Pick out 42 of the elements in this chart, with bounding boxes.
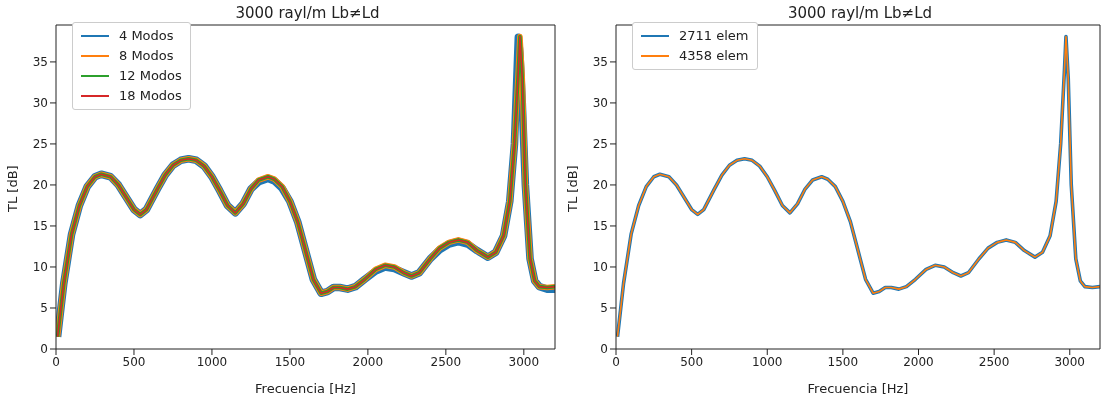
x-tick-label: 2500 (430, 354, 462, 369)
x-tick-label: 3000 (1054, 354, 1086, 369)
legend-label: 18 Modos (119, 87, 182, 105)
y-tick-label: 20 (592, 178, 608, 193)
y-tick-label: 20 (32, 178, 48, 193)
x-tick-label: 2000 (903, 354, 934, 369)
y-tick-label: 35 (32, 55, 48, 70)
legend-label: 8 Modos (119, 47, 174, 65)
x-tick-label: 500 (122, 354, 146, 369)
y-tick-label: 10 (32, 260, 48, 275)
y-tick-label: 35 (592, 55, 608, 70)
y-tick-label: 10 (592, 260, 608, 275)
x-tick-label: 0 (612, 354, 620, 369)
y-tick-label: 0 (40, 342, 48, 357)
y-tick-label: 15 (592, 219, 608, 234)
x-tick-label: 2500 (978, 354, 1010, 369)
x-tick-label: 1500 (274, 354, 306, 369)
x-tick-label: 3000 (508, 354, 540, 369)
x-tick-label: 500 (680, 354, 704, 369)
y-axis-title: TL [dB] (564, 165, 580, 213)
y-tick-label: 30 (32, 96, 48, 111)
x-tick-label: 1000 (751, 354, 783, 369)
y-tick-label: 0 (600, 342, 608, 357)
x-tick-label: 1500 (827, 354, 859, 369)
y-tick-label: 30 (592, 96, 608, 111)
x-tick-label: 1000 (196, 354, 228, 369)
legend-label: 4 Modos (119, 27, 174, 45)
legend-label: 2711 elem (679, 27, 749, 45)
chart-title: 3000 rayl/m Lb≠Ld (234, 4, 381, 22)
y-tick-label: 5 (40, 301, 48, 316)
x-axis-title: Frecuencia [Hz] (255, 381, 356, 396)
x-tick-label: 0 (52, 354, 60, 369)
y-tick-label: 5 (600, 301, 608, 316)
legend-label: 12 Modos (119, 67, 182, 85)
y-tick-label: 15 (32, 219, 48, 234)
y-axis-title: TL [dB] (4, 165, 20, 213)
y-tick-label: 25 (592, 137, 608, 152)
y-tick-label: 25 (32, 137, 48, 152)
chart-title: 3000 rayl/m Lb≠Ld (786, 4, 934, 22)
x-axis-title: Frecuencia [Hz] (807, 381, 909, 396)
x-tick-label: 2000 (352, 354, 384, 369)
legend-label: 4358 elem (679, 47, 749, 65)
